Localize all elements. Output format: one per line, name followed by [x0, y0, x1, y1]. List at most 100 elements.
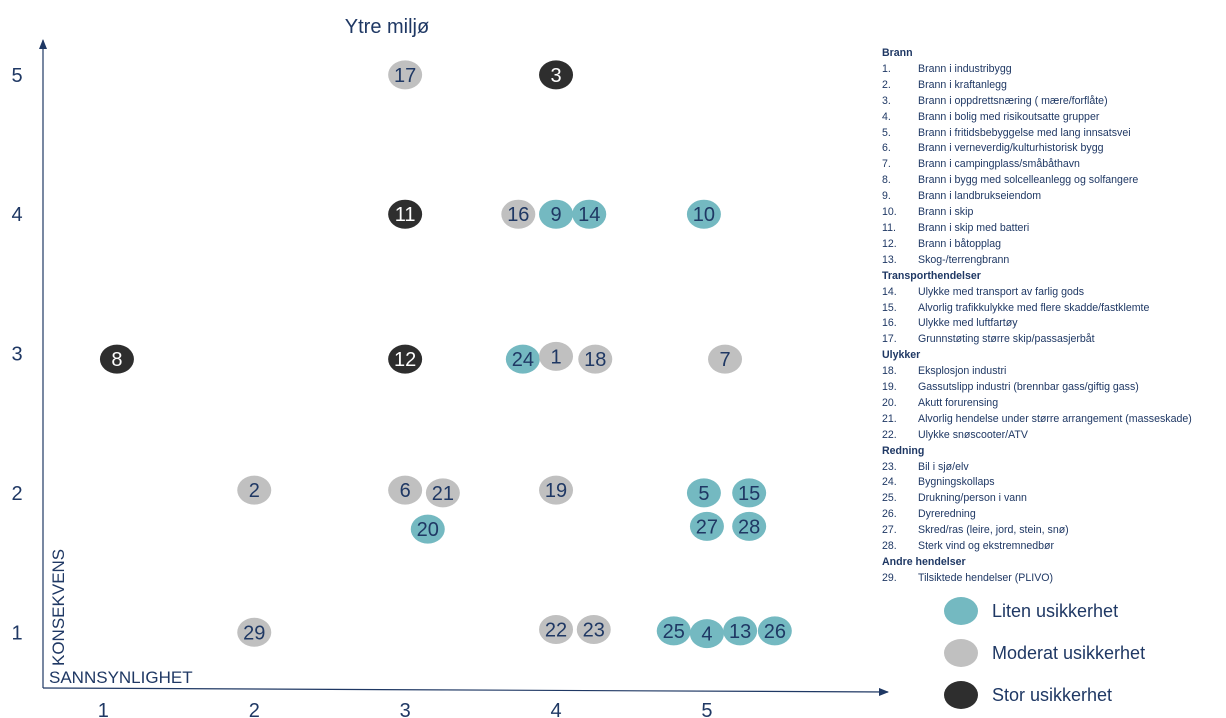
bubble-marker	[757, 616, 792, 646]
bubble-point-15: 15	[732, 478, 767, 508]
legend-item: 11. Brann i skip med batteri	[882, 221, 1226, 237]
bubble-marker	[572, 199, 607, 229]
uncertainty-legend-item-moderat: Moderat usikkerhet	[944, 632, 1226, 674]
x-axis	[42, 687, 889, 696]
legend-item-text: Brann i kraftanlegg	[918, 78, 1007, 91]
y-tick-label: 1	[11, 622, 22, 644]
bubble-marker	[689, 511, 724, 541]
bubble-label: 17	[394, 65, 416, 87]
bubble-point-1: 1	[539, 341, 574, 371]
bubble-label: 15	[738, 483, 760, 505]
legend-item-text: Bil i sjø/elv	[918, 460, 969, 473]
legend-item-text: Brann i skip	[918, 206, 974, 219]
bubble-marker	[237, 475, 272, 505]
legend-item-number: 17.	[882, 333, 897, 346]
bubble-label: 1	[550, 346, 561, 368]
bubble-marker	[505, 344, 540, 374]
legend-item-number: 19.	[882, 381, 897, 394]
bubble-label: 21	[432, 483, 454, 505]
uncertainty-swatch	[944, 639, 978, 667]
legend-item: 2. Brann i kraftanlegg	[882, 78, 1226, 94]
bubble-point-27: 27	[689, 511, 724, 541]
bubble-label: 8	[111, 349, 122, 371]
y-tick-labels: 1 2 3 4 5	[11, 65, 22, 644]
legend-item-text: Dyreredning	[918, 508, 976, 521]
y-tick-label: 5	[11, 65, 22, 87]
legend-item: 27. Skred/ras (leire, jord, stein, snø)	[882, 523, 1226, 539]
bubble-label: 14	[578, 204, 600, 226]
bubble-label: 28	[738, 516, 760, 538]
legend-item: 26. Dyreredning	[882, 507, 1226, 523]
legend-item-text: Gassutslipp industri (brennbar gass/gift…	[918, 381, 1139, 394]
bubble-point-22: 22	[539, 614, 574, 644]
bubble-label: 26	[764, 621, 786, 643]
bubble-point-9: 9	[539, 199, 574, 229]
uncertainty-label: Moderat usikkerhet	[992, 642, 1146, 663]
bubble-point-23: 23	[576, 614, 611, 644]
bubble-label: 5	[698, 483, 709, 505]
legend-item-text: Ulykke med luftfartøy	[918, 317, 1018, 330]
bubble-marker	[539, 341, 574, 371]
legend-item-text: Brann i fritidsbebyggelse med lang innsa…	[918, 126, 1131, 139]
legend-item-number: 23.	[882, 460, 897, 473]
legend-item-number: 20.	[882, 396, 897, 409]
legend-item-text: Brann i båtopplag	[918, 237, 1002, 250]
bubble-label: 24	[512, 349, 534, 371]
bubble-marker	[539, 475, 574, 505]
bubble-point-25: 25	[656, 616, 691, 646]
bubble-point-7: 7	[708, 344, 743, 374]
legend-item: 20. Akutt forurensing	[882, 396, 1226, 412]
legend-item-number: 7.	[882, 158, 891, 171]
legend-item-text: Brann i industribygg	[918, 62, 1012, 75]
legend-item: 1. Brann i industribygg	[882, 62, 1226, 78]
bubble-point-3: 3	[539, 60, 574, 90]
bubble-point-6: 6	[388, 475, 423, 505]
legend-item-text: Alvorlig hendelse under større arrangeme…	[918, 412, 1192, 425]
bubble-point-26: 26	[757, 616, 792, 646]
legend-item-text: Skred/ras (leire, jord, stein, snø)	[918, 524, 1069, 537]
bubble-label: 18	[584, 349, 606, 371]
bubble-point-18: 18	[578, 344, 613, 374]
legend-item: 17. Grunnstøting større skip/passasjerbåt	[882, 332, 1226, 348]
legend-item-text: Brann i skip med batteri	[918, 221, 1030, 234]
x-tick-label: 3	[400, 700, 411, 718]
legend-category: Redning	[882, 444, 925, 457]
bubble-marker	[388, 199, 423, 229]
bubble-marker	[410, 514, 445, 544]
legend-item-text: Brann i oppdrettsnæring ( mære/forflåte)	[918, 94, 1108, 107]
bubble-marker	[99, 344, 134, 374]
legend-item: 9. Brann i landbrukseiendom	[882, 189, 1226, 205]
uncertainty-legend-item-stor: Stor usikkerhet	[944, 674, 1226, 716]
bubble-point-11: 11	[388, 199, 423, 229]
legend-item: 4. Brann i bolig med risikoutsatte gruppe…	[882, 110, 1226, 126]
bubble-label: 23	[583, 619, 605, 641]
uncertainty-label: Stor usikkerhet	[992, 684, 1113, 705]
legend-item-number: 29.	[882, 571, 897, 584]
legend-item-number: 9.	[882, 190, 891, 203]
legend-item: 8. Brann i bygg med solcelleanlegg og sol…	[882, 173, 1226, 189]
y-axis-label: KONSEKVENS	[49, 549, 68, 666]
legend-item-number: 3.	[882, 94, 891, 107]
legend-item-text: Bygningskollaps	[918, 476, 995, 489]
legend-category: Transporthendelser	[882, 269, 981, 282]
bubble-point-28: 28	[732, 511, 767, 541]
bubble-label: 13	[729, 621, 751, 643]
bubble-label: 29	[243, 622, 265, 644]
legend-item-text: Brann i bolig med risikoutsatte grupper	[918, 110, 1100, 123]
y-tick-label: 3	[11, 344, 22, 366]
legend-item-text: Brann i landbrukseiendom	[918, 190, 1042, 203]
bubble-label: 16	[507, 204, 529, 226]
legend-item: 25. Drukning/person i vann	[882, 491, 1226, 507]
bubble-point-8: 8	[99, 344, 134, 374]
x-tick-labels: 1 2 3 4 5	[98, 700, 713, 718]
legend-item: 15. Alvorlig trafikkulykke med flere skad…	[882, 301, 1226, 317]
bubble-point-21: 21	[425, 478, 460, 508]
legend-item-number: 14.	[882, 285, 897, 298]
bubble-marker	[708, 344, 743, 374]
bubble-label: 19	[545, 480, 567, 502]
bubble-marker	[686, 478, 721, 508]
legend-category: Andre hendelser	[882, 556, 966, 568]
bubble-marker	[732, 511, 767, 541]
legend-item-number: 26.	[882, 508, 897, 521]
